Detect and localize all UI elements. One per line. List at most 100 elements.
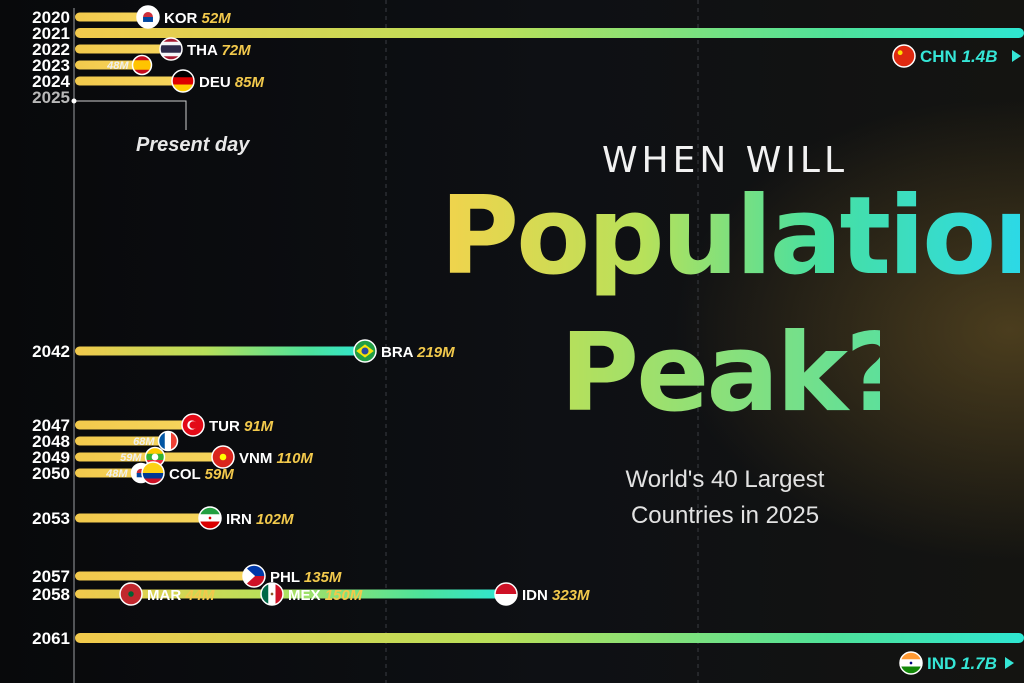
subtitle-line-1: World's 40 Largest [625,466,825,493]
flag-icon [892,44,916,68]
country-marker: IND 1.7B [899,651,1014,675]
country-label: CHN 1.4B [920,47,997,66]
flag-icon [899,651,923,675]
country-marker: KOR 52M [136,5,231,29]
value-label: 68M [133,436,155,448]
year-label: 2049 [32,448,70,467]
flag-icon [159,37,183,61]
flag-icon [171,69,195,93]
value-label: 59M [120,452,142,464]
value-label: 48M [105,468,128,480]
year-label: 2058 [32,585,70,604]
country-marker: VNM 110M [211,445,313,469]
bar [75,60,142,70]
bar [75,12,148,22]
value-label: 150M [325,587,363,604]
country-marker: 68M [133,430,179,452]
present-day-dot [71,98,77,104]
bar [75,571,254,581]
country-label: COL 59M [169,466,234,483]
flag-icon [353,339,377,363]
bar [75,420,193,430]
bar [75,436,168,446]
flag-icon [181,413,205,437]
value-label: 59M [205,466,235,483]
country-label: PHL 135M [270,569,342,586]
title-line-1: WHEN WILL [601,140,849,181]
value-label: 85M [235,74,265,91]
country-marker: CHN 1.4B [892,44,1021,68]
flag-icon [141,461,165,485]
flag-icon [242,564,266,588]
year-label: 2048 [32,432,70,451]
year-label: 2042 [32,342,70,361]
bar [75,513,210,523]
country-label: TUR 91M [209,418,274,435]
year-label: 2050 [32,464,70,483]
country-marker: TUR 91M [181,413,274,437]
bar [75,76,183,86]
subtitle-line-2: Countries in 2025 [630,502,820,529]
country-code: MEX [288,587,325,604]
country-marker: COL 59M [141,461,234,485]
country-code: PHL [270,569,304,586]
country-marker: MEX 150M [260,582,363,606]
flag-icon [136,5,160,29]
country-markers: KOR 52M CHN 1.4B THA 72M 48M DEU 85M BRA 219M… [105,5,1021,675]
country-label: IND 1.7B [927,654,997,673]
country-label: DEU 85M [199,74,265,91]
value-label: 44M [184,587,215,604]
country-marker: DEU 85M [171,69,265,93]
country-marker: PHL 135M [242,564,342,588]
country-code: KOR [164,10,202,27]
year-label: 2061 [32,629,70,648]
value-label: 110M [277,450,314,467]
flag-icon [494,582,518,606]
country-code: BRA [381,344,417,361]
arrow-icon [1005,657,1014,669]
country-label: IRN 102M [226,511,294,528]
country-code: IND [927,654,961,673]
country-code: DEU [199,74,235,91]
bar [75,44,171,54]
value-label: 1.4B [962,47,998,66]
value-label: 1.7B [961,654,997,673]
country-marker: IDN 323M [494,582,590,606]
country-marker: MAR 44M [119,582,215,606]
country-code: THA [187,42,221,59]
country-label: VNM 110M [239,450,313,467]
country-label: MEX 150M [288,587,363,604]
country-label: MAR 44M [147,587,215,604]
bars [75,12,1024,643]
country-marker: IRN 102M [198,506,294,530]
flag-icon [157,430,179,452]
flag-icon [198,506,222,530]
gridlines [385,0,699,683]
country-code: MAR [147,587,185,604]
flag-icon [260,582,284,606]
value-label: 52M [202,10,232,27]
country-label: KOR 52M [164,10,231,27]
year-label: 2020 [32,8,70,27]
country-code: IDN [522,587,552,604]
present-day-pointer [74,100,187,130]
value-label: 102M [256,511,294,528]
title-line-2: Populations [440,177,1024,297]
flag-icon [211,445,235,469]
country-code: TUR [209,418,244,435]
arrow-icon [1012,50,1021,62]
country-code: IRN [226,511,256,528]
bar [75,346,365,356]
country-code: COL [169,466,205,483]
year-label: 2057 [32,567,70,586]
present-day-annotation: Present day [136,134,250,156]
year-label: 2021 [32,24,70,43]
value-label: 91M [244,418,274,435]
bar [75,589,506,599]
country-code: VNM [239,450,277,467]
year-label: 2047 [32,416,70,435]
country-marker: BRA 219M [353,339,455,363]
